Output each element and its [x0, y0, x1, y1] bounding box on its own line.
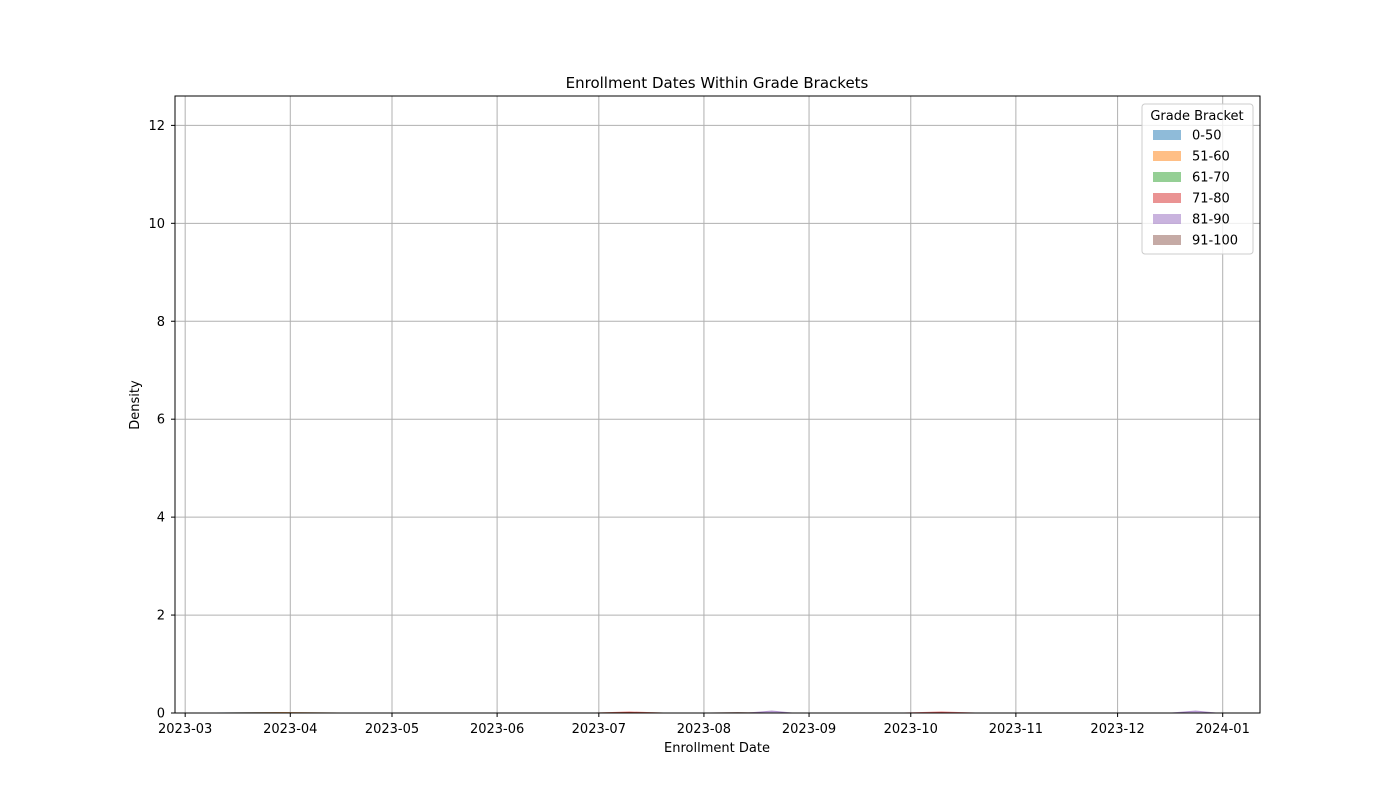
x-tick-label: 2023-03 — [158, 722, 212, 737]
legend-label: 81-90 — [1192, 213, 1230, 228]
legend-swatch — [1153, 130, 1181, 140]
legend-swatch — [1153, 235, 1181, 245]
x-tick-label: 2023-08 — [677, 722, 731, 737]
x-tick-label: 2023-05 — [365, 722, 419, 737]
x-tick-label: 2023-09 — [782, 722, 836, 737]
legend-swatch — [1153, 172, 1181, 182]
x-tick-label: 2023-04 — [263, 722, 317, 737]
x-tick-label: 2023-12 — [1090, 722, 1144, 737]
legend-label: 91-100 — [1192, 234, 1238, 249]
legend: Grade Bracket 0-50 51-60 61-70 71-80 81-90 91… — [1141, 103, 1254, 255]
x-tick-label: 2023-11 — [989, 722, 1043, 737]
y-tick-label: 4 — [157, 511, 165, 526]
grid — [175, 96, 1260, 714]
legend-swatch — [1153, 151, 1181, 161]
y-tick-label: 8 — [157, 315, 165, 330]
y-tick-label: 10 — [148, 217, 165, 232]
legend-swatch — [1153, 193, 1181, 203]
legend-label: 51-60 — [1192, 150, 1230, 165]
y-axis-title: Density — [128, 380, 143, 430]
x-axis-ticks: 2023-03 2023-04 2023-05 2023-06 2023-07 2023-… — [158, 713, 1250, 737]
y-tick-label: 2 — [157, 609, 165, 624]
legend-title: Grade Bracket — [1150, 109, 1243, 124]
legend-label: 61-70 — [1192, 171, 1230, 186]
x-tick-label: 2023-06 — [470, 722, 524, 737]
y-axis-ticks: 0 2 4 6 8 10 12 — [148, 119, 175, 722]
y-tick-label: 0 — [157, 707, 165, 722]
legend-swatch — [1153, 214, 1181, 224]
y-tick-label: 6 — [157, 413, 165, 428]
x-tick-label: 2024-01 — [1196, 722, 1250, 737]
y-tick-label: 12 — [148, 119, 165, 134]
plot-area-frame — [174, 95, 1261, 714]
x-axis-title: Enrollment Date — [664, 741, 770, 756]
legend-label: 71-80 — [1192, 192, 1230, 207]
chart-title: Enrollment Dates Within Grade Brackets — [566, 74, 869, 92]
x-tick-label: 2023-10 — [884, 722, 938, 737]
x-tick-label: 2023-07 — [572, 722, 626, 737]
legend-label: 0-50 — [1192, 129, 1222, 144]
legend-items: 0-50 51-60 61-70 71-80 81-90 91-100 — [1153, 129, 1238, 249]
